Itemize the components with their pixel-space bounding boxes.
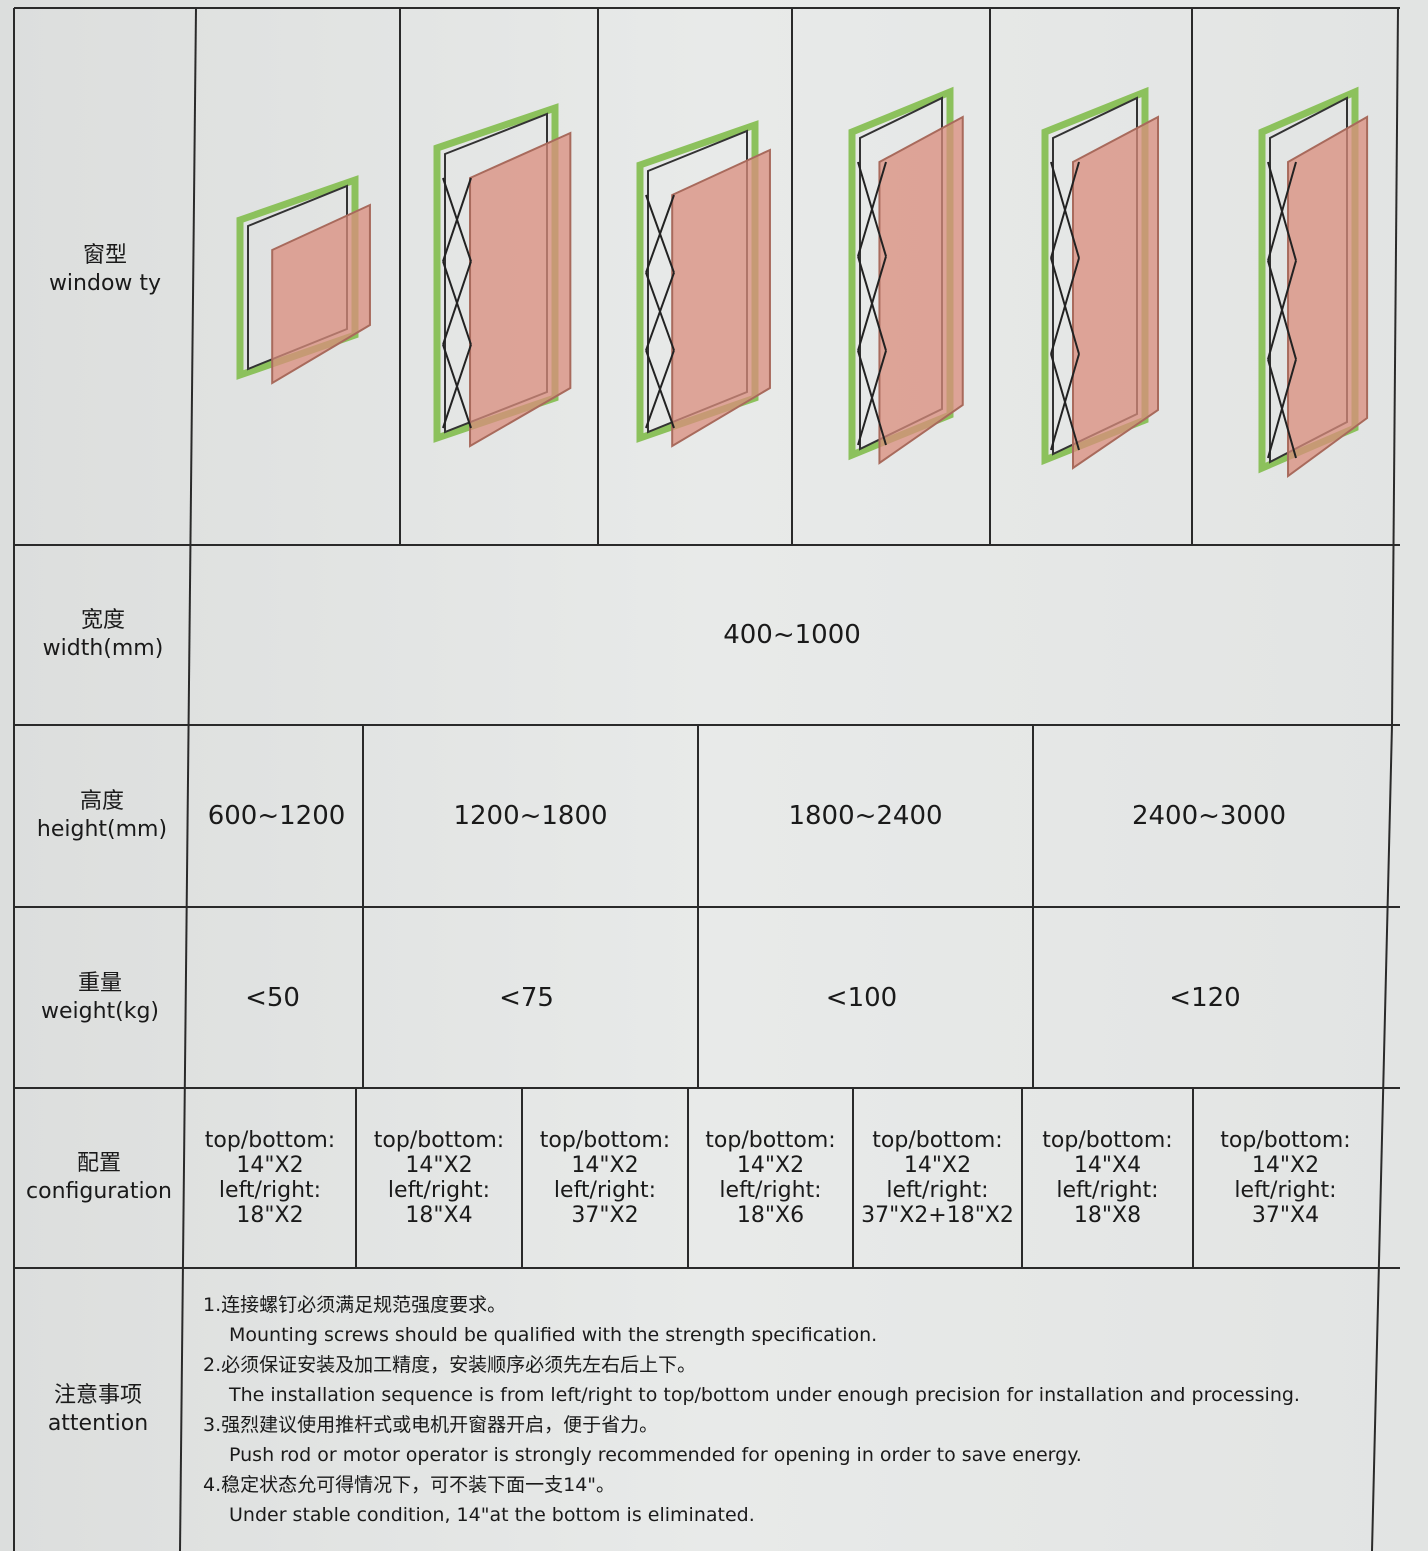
label-cn: 高度 xyxy=(79,789,124,814)
row-label: 窗型 window ty xyxy=(14,200,196,340)
config-line: top/bottom: xyxy=(705,1128,836,1153)
config-line: top/bottom: xyxy=(1220,1128,1351,1153)
window-brace xyxy=(857,161,887,257)
label-en: configuration xyxy=(26,1179,172,1204)
window-brace xyxy=(442,344,472,429)
row-label: 宽度 width(mm) xyxy=(14,545,192,725)
config-line: 14"X2 xyxy=(236,1153,304,1178)
window-sash xyxy=(671,148,771,448)
config-line: 18"X6 xyxy=(736,1203,805,1228)
config-cell: top/bottom: 14"X2 left/right: 37"X2+18"X2 xyxy=(853,1088,1022,1268)
table-line xyxy=(179,7,197,1551)
label-cn: 宽度 xyxy=(80,608,125,633)
config-line: 18"X8 xyxy=(1073,1203,1142,1228)
label-cn: 窗型 xyxy=(82,243,127,268)
row-label: 高度 height(mm) xyxy=(14,725,190,907)
window-sash xyxy=(1072,115,1159,470)
config-line: 18"X4 xyxy=(405,1203,473,1228)
config-line: left/right: xyxy=(719,1178,822,1203)
config-line: 37"X4 xyxy=(1251,1203,1320,1228)
attention-list: 1.连接螺钉必须满足规范强度要求。 Mounting screws should … xyxy=(203,1290,1300,1530)
window-sash xyxy=(878,115,964,465)
label-cn: 配置 xyxy=(76,1151,121,1176)
window-brace xyxy=(1050,161,1080,259)
attention-en: Push rod or motor operator is strongly r… xyxy=(229,1444,1082,1466)
row-label: 重量 weight(kg) xyxy=(14,907,186,1088)
label-en: width(mm) xyxy=(42,636,164,661)
width-value: 400~1000 xyxy=(723,620,861,650)
height-value: 1200~1800 xyxy=(453,801,608,831)
window-brace xyxy=(1267,161,1297,261)
config-line: left/right: xyxy=(1234,1178,1337,1203)
attention-en: Mounting screws should be qualified with… xyxy=(229,1324,878,1346)
label-cn: 注意事项 xyxy=(53,1382,142,1408)
config-cell: top/bottom: 14"X2 left/right: 18"X2 xyxy=(184,1088,356,1268)
config-line: left/right: xyxy=(1056,1178,1159,1203)
window-sash xyxy=(1287,115,1369,478)
label-en: window ty xyxy=(48,271,162,296)
window-brace xyxy=(1050,257,1080,355)
config-line: top/bottom: xyxy=(373,1128,505,1153)
config-cell: top/bottom: 14"X2 left/right: 18"X6 xyxy=(688,1088,853,1268)
table-line xyxy=(1391,7,1399,726)
window-brace xyxy=(645,194,675,274)
config-line: 18"X2 xyxy=(236,1203,304,1228)
window-brace xyxy=(857,350,887,446)
label-en: height(mm) xyxy=(36,817,168,842)
config-line: left/right: xyxy=(886,1178,989,1203)
row-label: 配置 configuration xyxy=(14,1088,184,1268)
window-sash xyxy=(469,131,572,448)
window-brace xyxy=(857,256,887,351)
attention-cn: 3.强烈建议使用推杆式或电机开窗器开启，便于省力。 xyxy=(203,1414,659,1436)
weight-value: <100 xyxy=(825,982,898,1013)
window-brace xyxy=(645,272,675,351)
config-line: 37"X2+18"X2 xyxy=(861,1203,1014,1228)
height-value: 1800~2400 xyxy=(788,801,943,831)
height-value: 2400~3000 xyxy=(1131,801,1287,831)
label-cn: 重量 xyxy=(77,970,122,996)
config-line: top/bottom: xyxy=(539,1128,671,1153)
config-cell: top/bottom: 14"X4 left/right: 18"X8 xyxy=(1022,1088,1193,1268)
window-brace xyxy=(1267,359,1297,459)
weight-value: <75 xyxy=(499,982,554,1013)
weight-value: <50 xyxy=(245,982,300,1013)
config-cell: top/bottom: 14"X2 left/right: 37"X4 xyxy=(1193,1088,1378,1268)
weight-value: <120 xyxy=(1169,982,1241,1013)
config-line: top/bottom: xyxy=(1042,1128,1173,1153)
attention-cn: 4.稳定状态允可得情况下，可不装下面一支14"。 xyxy=(203,1474,616,1496)
config-line: left/right: xyxy=(218,1178,322,1203)
config-line: top/bottom: xyxy=(872,1128,1003,1153)
config-cell: top/bottom: 14"X2 left/right: 37"X2 xyxy=(522,1088,688,1268)
config-line: 14"X2 xyxy=(571,1153,639,1178)
attention-cn: 1.连接螺钉必须满足规范强度要求。 xyxy=(203,1294,507,1316)
config-line: top/bottom: xyxy=(204,1128,336,1153)
attention-cn: 2.必须保证安装及加工精度，安装顺序必须先左右后上下。 xyxy=(203,1354,697,1376)
config-line: 14"X2 xyxy=(903,1153,972,1178)
height-value: 600~1200 xyxy=(207,801,346,831)
config-line: left/right: xyxy=(553,1178,657,1203)
row-label: 注意事项 attention xyxy=(14,1268,182,1551)
window-brace xyxy=(442,261,472,345)
config-line: 14"X4 xyxy=(1073,1153,1142,1178)
window-brace xyxy=(1267,260,1297,360)
attention-en: Under stable condition, 14"at the bottom… xyxy=(229,1504,755,1526)
config-line: 14"X2 xyxy=(1251,1153,1320,1178)
config-line: left/right: xyxy=(387,1178,491,1203)
config-line: 14"X2 xyxy=(405,1153,473,1178)
label-en: attention xyxy=(47,1410,149,1436)
window-brace xyxy=(645,349,675,429)
config-line: 37"X2 xyxy=(571,1203,639,1228)
label-en: weight(kg) xyxy=(40,998,160,1024)
window-brace xyxy=(1050,353,1080,451)
config-line: 14"X2 xyxy=(736,1153,805,1178)
window-brace xyxy=(442,177,472,262)
table-line xyxy=(1371,724,1393,1551)
config-cell: top/bottom: 14"X2 left/right: 18"X4 xyxy=(356,1088,522,1268)
window-sash xyxy=(271,203,371,385)
attention-en: The installation sequence is from left/r… xyxy=(229,1384,1300,1406)
